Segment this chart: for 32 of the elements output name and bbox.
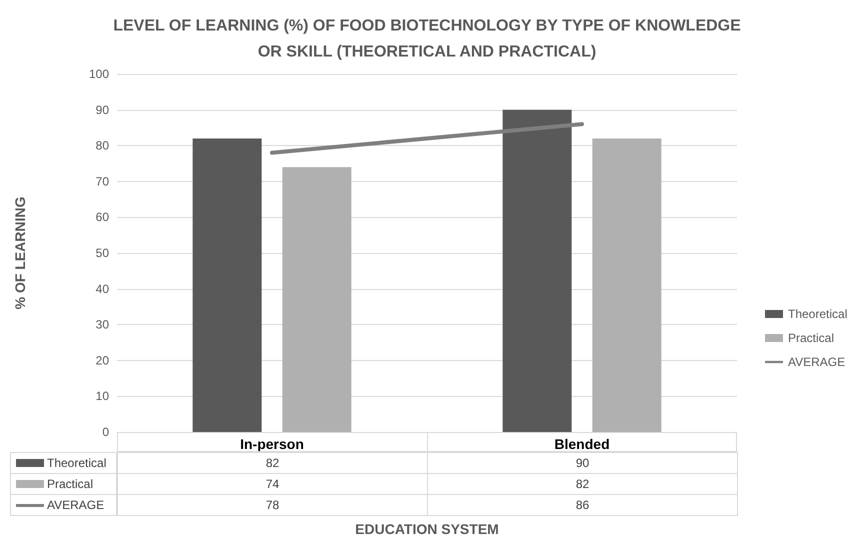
- data-label: 82: [427, 473, 738, 495]
- y-tick-label: 20: [96, 353, 110, 368]
- y-tick-label: 10: [96, 389, 110, 404]
- y-tick-label: 50: [96, 246, 110, 260]
- bar: [192, 138, 262, 432]
- y-tick-label: 30: [96, 318, 110, 332]
- y-tick-label: 100: [88, 67, 110, 81]
- legend-label: Theoretical: [47, 456, 106, 470]
- x-tick-label: Blended: [554, 436, 610, 452]
- text: Theoretical: [788, 307, 848, 321]
- y-tick-label: 90: [96, 102, 110, 117]
- text: AVERAGE: [47, 498, 104, 512]
- y-tick-label: 80: [96, 138, 110, 153]
- y-tick-label: 70: [96, 174, 110, 188]
- data-label: 74: [117, 473, 428, 495]
- data-label: 78: [117, 494, 428, 516]
- y-tick-label: 60: [96, 210, 110, 224]
- y-tick-label: 40: [96, 282, 110, 296]
- legend-label: Practical: [788, 331, 834, 345]
- x-tick-label: In-person: [240, 436, 304, 452]
- data-label: 86: [427, 494, 738, 516]
- bar: [592, 138, 662, 432]
- data-label: 82: [117, 452, 428, 474]
- legend-label: AVERAGE: [788, 355, 846, 369]
- y-tick-label: 0: [102, 425, 110, 439]
- chart-title: LEVEL OF LEARNING (%) OF FOOD BIOTECHNOLOGY BY TYPE OF KNOWLEDGE OR SKILL (THEORETICAL AND PRACTICAL): [113, 18, 742, 60]
- y-axis-title: % OF LEARNING: [12, 196, 28, 310]
- bar: [282, 167, 352, 432]
- text: EDUCATION SYSTEM: [355, 521, 499, 537]
- data-label: 90: [427, 452, 738, 474]
- bar: [502, 110, 572, 432]
- text: Practical: [47, 477, 94, 491]
